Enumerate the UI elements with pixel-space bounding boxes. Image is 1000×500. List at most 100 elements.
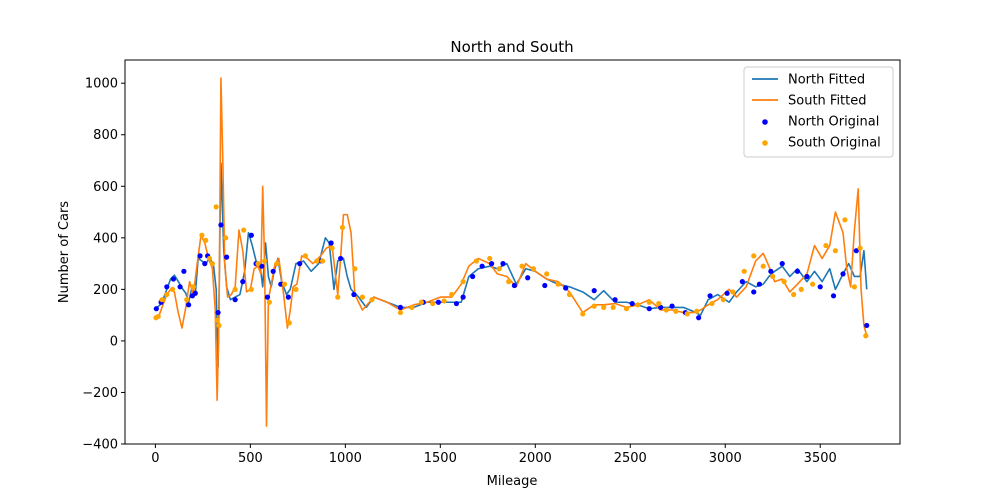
south-original-point (851, 284, 858, 290)
north-original-point (768, 268, 774, 274)
south-original-point (241, 227, 247, 233)
north-original-point (453, 300, 460, 307)
north-original-point (240, 279, 246, 285)
north-original-point (489, 261, 495, 267)
south-original-point (232, 286, 238, 292)
south-original-point (623, 306, 630, 312)
south-original-point (781, 279, 787, 285)
x-axis: 0 500 1000 1500 2000 2500 3000 3500 (151, 444, 837, 466)
north-original-point (435, 299, 442, 305)
south-original-point (223, 235, 229, 241)
south-original-point (418, 299, 424, 305)
south-original-point (496, 266, 502, 272)
south-original-point (255, 261, 261, 267)
south-original-point (159, 297, 165, 303)
south-original-point (506, 279, 512, 285)
north-original-point (511, 282, 517, 289)
south-original-point (857, 245, 863, 251)
south-original-point (730, 289, 736, 295)
north-original-point (646, 306, 652, 312)
south-original-point (544, 271, 550, 277)
south-original-point (314, 258, 320, 264)
x-tick-label: 500 (238, 451, 263, 466)
south-original-point (319, 258, 326, 264)
south-original-point (199, 232, 205, 238)
north-original-point (470, 273, 476, 280)
south-original-point (359, 294, 366, 300)
south-original-point (281, 281, 288, 287)
south-original-point (339, 224, 346, 231)
south-original-point (274, 261, 280, 267)
north-original-point (460, 294, 466, 300)
south-original-point (286, 320, 292, 326)
y-tick-label: 400 (93, 231, 118, 246)
south-original-legend-label: South Original (788, 136, 881, 151)
south-original-point (335, 294, 341, 300)
north-original-point (779, 261, 785, 267)
south-original-point (601, 304, 607, 311)
north-original-point (297, 261, 303, 267)
south-original-point (810, 281, 816, 287)
y-tick-label: −200 (82, 386, 118, 401)
south-original-point (487, 255, 493, 262)
legend: North Fitted South Fitted North Original So… (743, 66, 894, 158)
north-original-point (177, 284, 183, 290)
south-original-point (369, 297, 375, 303)
north-original-point (658, 304, 664, 311)
south-original-point (184, 297, 190, 303)
south-original-point (214, 317, 220, 323)
south-original-point (266, 299, 272, 305)
y-tick-label: 0 (110, 334, 118, 349)
y-tick-label: 800 (93, 128, 118, 143)
south-original-point (397, 309, 404, 316)
south-original-point (352, 266, 358, 272)
y-axis-label: Number of Cars (57, 201, 72, 303)
series-group (153, 77, 870, 427)
north-original-point (232, 297, 238, 303)
south-original-point (441, 298, 447, 304)
x-tick-label: 3000 (709, 451, 742, 466)
south-original-point (302, 253, 309, 259)
north-original-point (164, 284, 170, 290)
x-tick-label: 2000 (519, 451, 552, 466)
south-original-point (213, 204, 219, 210)
north-original-point (864, 322, 870, 329)
south-original-point (591, 303, 597, 309)
south-original-point (216, 322, 222, 329)
x-tick-label: 3500 (804, 451, 837, 466)
north-original-point (215, 309, 221, 316)
north-original-point (259, 263, 265, 269)
y-tick-label: 1000 (85, 77, 118, 92)
north-original-point (840, 271, 846, 277)
north-original-point (500, 261, 506, 267)
south-original-point (720, 297, 726, 303)
south-original-point (673, 308, 679, 314)
north-original-point (696, 315, 702, 321)
south-original-point (646, 299, 652, 305)
x-tick-label: 1000 (329, 451, 362, 466)
north-original-point (804, 273, 810, 280)
south-original-point (209, 261, 215, 267)
south-original-point (741, 268, 747, 274)
x-tick-label: 0 (151, 451, 159, 466)
north-original-point (794, 268, 801, 274)
south-original-point (530, 266, 536, 272)
north-original-legend-label: North Original (788, 115, 879, 130)
north-original-point (248, 232, 254, 238)
y-tick-label: −400 (82, 438, 118, 453)
x-axis-label: Mileage (487, 474, 538, 489)
south-original-point (460, 279, 466, 285)
south-original-point (791, 291, 797, 298)
north-original-point (192, 290, 198, 296)
south-original-point (190, 284, 196, 290)
north-original-point (542, 282, 548, 289)
south-original-point (164, 291, 170, 298)
north-original-point (591, 288, 597, 294)
south-original-point (663, 307, 669, 313)
north-original-point (278, 281, 284, 287)
south-fitted-legend-label: South Fitted (788, 94, 867, 109)
north-original-point (264, 294, 271, 300)
north-original-point (629, 300, 635, 307)
north-original-point (328, 240, 334, 246)
plot-frame (124, 59, 901, 445)
